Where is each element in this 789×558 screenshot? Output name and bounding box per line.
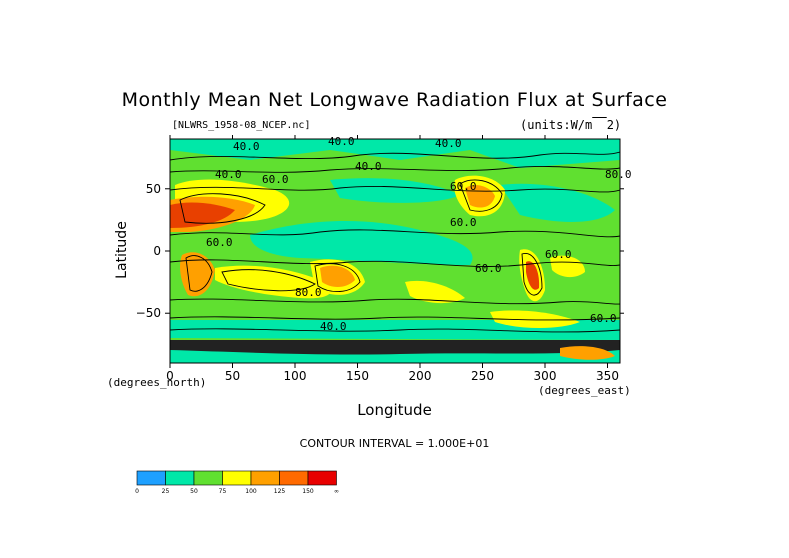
colorbar-swatch-2 <box>193 470 223 486</box>
field-hotspot-south-atl <box>490 310 580 328</box>
colorbar-swatch-3 <box>222 470 252 486</box>
colorbar-tick-4: 100 <box>245 488 257 495</box>
field-region-atlantic <box>500 183 615 222</box>
contour-label-8: 60.0 <box>206 236 233 249</box>
contour-label-13: 60.0 <box>590 312 617 325</box>
colorbar-tick-6: 150 <box>302 488 314 495</box>
colorbar-tick-0: 0 <box>135 488 139 495</box>
x-axis-label: Longitude <box>357 401 432 419</box>
contour-label-12: 60.0 <box>475 262 502 275</box>
colorbar-swatch-6 <box>307 470 337 486</box>
field-hotspot-australia-core <box>320 265 355 287</box>
x-axis-unit: (degrees_east) <box>538 384 631 397</box>
map-field <box>170 139 620 363</box>
contour-label-1: 40.0 <box>328 135 355 148</box>
contour-label-7: 80.0 <box>605 168 632 181</box>
contour-label-9: 60.0 <box>450 216 477 229</box>
field-hotspot-seapac <box>405 280 465 304</box>
contour-labels: 40.0 40.0 40.040.0 60.040.060.080.060.060.0… <box>206 135 632 333</box>
chart-title: Monthly Mean Net Longwave Radiation Flux… <box>121 89 668 111</box>
contour-label-10: 60.0 <box>545 248 572 261</box>
field-hotspot-indian <box>215 265 331 299</box>
source-file-label: [NLWRS_1958-08_NCEP.nc] <box>172 120 311 131</box>
colorbar-tick-2: 50 <box>190 488 198 495</box>
field-dense-contours-south <box>170 340 620 355</box>
contour-label-14: 40.0 <box>320 320 347 333</box>
colorbar-tick-7: ∞ <box>334 488 339 495</box>
contour-label-3: 40.0 <box>215 168 242 181</box>
y-axis-unit: (degrees_north) <box>107 376 207 389</box>
colorbar-swatch-4 <box>250 470 280 486</box>
contour-label-2: 40.0 <box>435 137 462 150</box>
colorbar: 0 25 50 75 100 125 150 ∞ <box>135 470 339 495</box>
x-tick-label-4: 200 <box>409 369 432 383</box>
x-tick-label-2: 100 <box>284 369 307 383</box>
colorbar-swatch-0 <box>136 470 166 486</box>
colorbar-tick-5: 125 <box>274 488 286 495</box>
field-hotspot-safrica <box>550 255 585 278</box>
units-label: (units:W/m 2) <box>520 118 622 132</box>
y-tick-label-0: 50 <box>146 182 161 196</box>
y-tick-label-2: −50 <box>136 306 161 320</box>
x-tick-label-1: 50 <box>225 369 240 383</box>
field-hotspot-eurasia-peak <box>170 202 235 228</box>
contour-lines <box>170 151 620 333</box>
x-tick-label-6: 300 <box>534 369 557 383</box>
x-tick-label-5: 250 <box>471 369 494 383</box>
field-hotspot-samerica-core <box>526 261 540 290</box>
x-tick-label-7: 350 <box>596 369 619 383</box>
contour-label-0: 40.0 <box>233 140 260 153</box>
field-region-northpac <box>330 178 460 203</box>
y-tick-label-1: 0 <box>153 244 161 258</box>
colorbar-tick-1: 25 <box>162 488 170 495</box>
contour-label-6: 60.0 <box>450 180 477 193</box>
colorbar-swatch-1 <box>165 470 195 486</box>
field-hotspot-antarctic <box>560 346 615 360</box>
x-tick-label-0: 0 <box>166 369 174 383</box>
contour-interval-label: CONTOUR INTERVAL = 1.000E+01 <box>299 437 490 450</box>
contour-label-4: 60.0 <box>262 173 289 186</box>
colorbar-swatch-5 <box>279 470 309 486</box>
colorbar-tick-3: 75 <box>219 488 227 495</box>
axes: 0 50 100 150 200 250 300 350 50 0 −50 <box>136 135 624 383</box>
contour-label-5: 40.0 <box>355 160 382 173</box>
x-tick-label-3: 150 <box>346 369 369 383</box>
contour-label-11: 80.0 <box>295 286 322 299</box>
